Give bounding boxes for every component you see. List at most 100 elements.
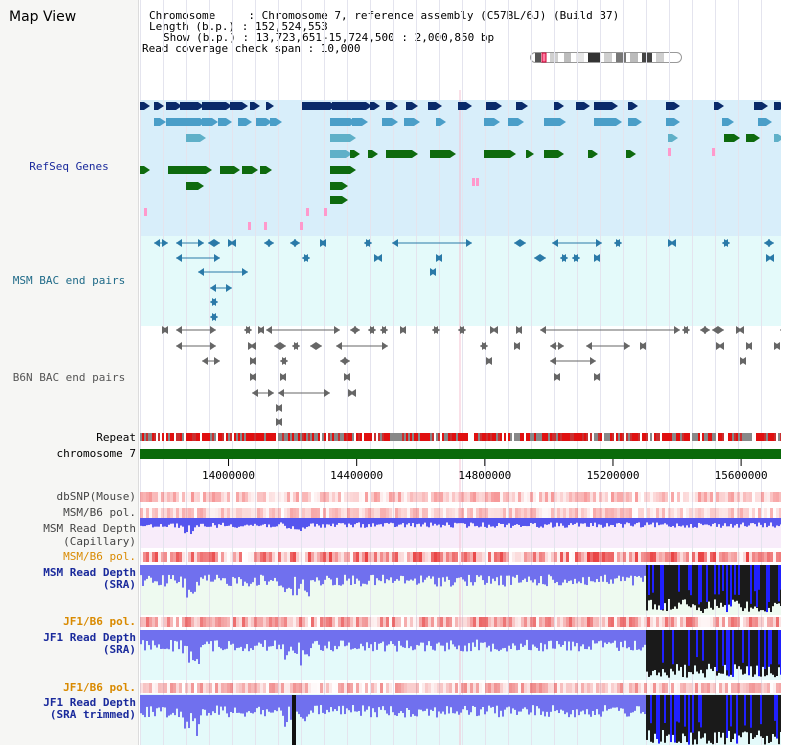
msm-pol2-cell bbox=[455, 552, 458, 562]
msm-pol2-cell bbox=[185, 552, 188, 562]
msm-cap-depth-bar bbox=[164, 518, 166, 527]
repeat-segment bbox=[188, 433, 190, 441]
msm-pol2-cell bbox=[650, 552, 653, 562]
repeat-segment bbox=[184, 433, 186, 441]
label-refseq-genes[interactable]: RefSeq Genes bbox=[29, 160, 109, 173]
msm-cap-depth-bar bbox=[202, 518, 204, 524]
msm-pol2-cell bbox=[695, 552, 698, 562]
repeat-segment bbox=[388, 433, 390, 441]
msm-cap-depth-bar bbox=[614, 518, 616, 527]
jf1-sra-depth-bar bbox=[406, 630, 408, 641]
msm-pol-cell bbox=[773, 508, 776, 518]
jf1-sra-depth-bar bbox=[216, 630, 218, 641]
msm-pol2-cell bbox=[146, 552, 149, 562]
repeat-segment bbox=[694, 433, 696, 441]
jf1-sra-depth-bar bbox=[192, 630, 194, 661]
msm-sra-depth-bar bbox=[318, 565, 320, 581]
jf1-pol-cell bbox=[149, 617, 152, 627]
repeat-segment bbox=[164, 433, 166, 441]
msm-pol-cell bbox=[656, 508, 659, 518]
jf1-trim-depth-bar bbox=[700, 695, 702, 728]
msm-cap-depth-bar bbox=[388, 518, 390, 524]
jf1-sra-depth-bar bbox=[346, 630, 348, 646]
msm-sra-depth-bar bbox=[648, 565, 650, 596]
msm-pol2-cell bbox=[308, 552, 311, 562]
coverage-line: Read coverage check span : 10,000 bbox=[142, 42, 361, 55]
repeat-segment bbox=[682, 433, 684, 441]
msm-sra-depth-bar bbox=[580, 565, 582, 584]
jf1-trim-depth-bar bbox=[370, 695, 372, 718]
repeat-segment bbox=[514, 433, 516, 441]
repeat-segment bbox=[652, 433, 654, 441]
repeat-segment bbox=[478, 433, 480, 441]
jf1-trim-depth-bar bbox=[186, 695, 188, 722]
jf1-trim-depth-bar bbox=[684, 695, 686, 727]
dbsnp-cell bbox=[560, 492, 563, 502]
dbsnp-cell bbox=[746, 492, 749, 502]
msm-pol2-cell bbox=[476, 552, 479, 562]
msm-cap-depth-bar bbox=[316, 518, 318, 524]
jf1-sra-depth-bar bbox=[146, 630, 148, 642]
jf1-trim-depth-bar bbox=[332, 695, 334, 712]
genome-plot-area[interactable]: 14000000 14400000 14800000 15200000 15600000 bbox=[140, 0, 781, 745]
repeat-segment bbox=[648, 433, 650, 441]
jf1-pol-cell bbox=[455, 617, 458, 627]
msm-pol-cell bbox=[230, 508, 233, 518]
jf1-pol-cell bbox=[695, 617, 698, 627]
jf1-trim-depth-dark bbox=[696, 695, 698, 745]
msm-cap-depth-bar bbox=[510, 518, 512, 528]
jf1-pol2-cell bbox=[767, 683, 770, 693]
msm-pol2-cell bbox=[692, 552, 695, 562]
msm-sra-depth-bar bbox=[172, 565, 174, 576]
jf1-trim-depth-bar bbox=[386, 695, 388, 714]
msm-cap-depth-bar bbox=[630, 518, 632, 526]
refseq-gene-mid-arrow bbox=[636, 118, 642, 126]
repeat-segment bbox=[430, 433, 432, 441]
jf1-pol2-cell bbox=[212, 683, 215, 693]
msm-pol-cell bbox=[599, 508, 602, 518]
jf1-pol-cell bbox=[674, 617, 677, 627]
jf1-pol2-cell bbox=[689, 683, 692, 693]
dbsnp-cell bbox=[491, 492, 494, 502]
repeat-segment bbox=[324, 433, 326, 441]
msm-pol2-cell bbox=[257, 552, 260, 562]
msm-cap-depth-bar bbox=[218, 518, 220, 525]
msm-cap-depth-bar bbox=[580, 518, 582, 524]
jf1-trim-depth-bar bbox=[546, 695, 548, 712]
msm-pol2-cell bbox=[719, 552, 722, 562]
msm-cap-depth-bar bbox=[688, 518, 690, 528]
jf1-pol2-cell bbox=[281, 683, 284, 693]
refseq-gene-light bbox=[186, 134, 200, 142]
jf1-sra-depth-bar bbox=[550, 630, 552, 641]
jf1-sra-depth-dark bbox=[730, 630, 732, 675]
msm-cap-depth-bar bbox=[280, 518, 282, 523]
jf1-sra-depth-bar bbox=[220, 630, 222, 649]
jf1-trim-depth-bar bbox=[568, 695, 570, 718]
msm-cap-depth-bar bbox=[170, 518, 172, 524]
jf1-pol2-cell bbox=[146, 683, 149, 693]
msm-bac-pair-end bbox=[534, 254, 540, 262]
jf1-trim-depth-bar bbox=[248, 695, 250, 712]
msm-sra-depth-dark bbox=[710, 565, 712, 608]
msm-sra-depth-bar bbox=[228, 565, 230, 586]
msm-cap-depth-bar bbox=[620, 518, 622, 524]
jf1-trim-depth-bar bbox=[522, 695, 524, 709]
jf1-trim-depth-bar bbox=[558, 695, 560, 714]
msm-sra-depth-bar bbox=[268, 565, 270, 582]
repeat-segment bbox=[158, 433, 160, 441]
dbsnp-cell bbox=[644, 492, 647, 502]
label-b6n-bac[interactable]: B6N BAC end pairs bbox=[12, 371, 126, 384]
dbsnp-cell bbox=[710, 492, 713, 502]
repeat-segment bbox=[234, 433, 236, 441]
jf1-pol-cell bbox=[626, 617, 629, 627]
jf1-trim-depth-bar bbox=[174, 695, 176, 716]
jf1-sra-depth-bar bbox=[370, 630, 372, 645]
label-msm-bac[interactable]: MSM BAC end pairs bbox=[12, 274, 126, 287]
jf1-pol-cell bbox=[284, 617, 287, 627]
repeat-segment bbox=[264, 433, 266, 441]
msm-pol2-cell bbox=[689, 552, 692, 562]
msm-pol-cell bbox=[416, 508, 419, 518]
msm-pol-cell bbox=[200, 508, 203, 518]
repeat-segment bbox=[378, 433, 380, 441]
msm-pol2-cell bbox=[560, 552, 563, 562]
